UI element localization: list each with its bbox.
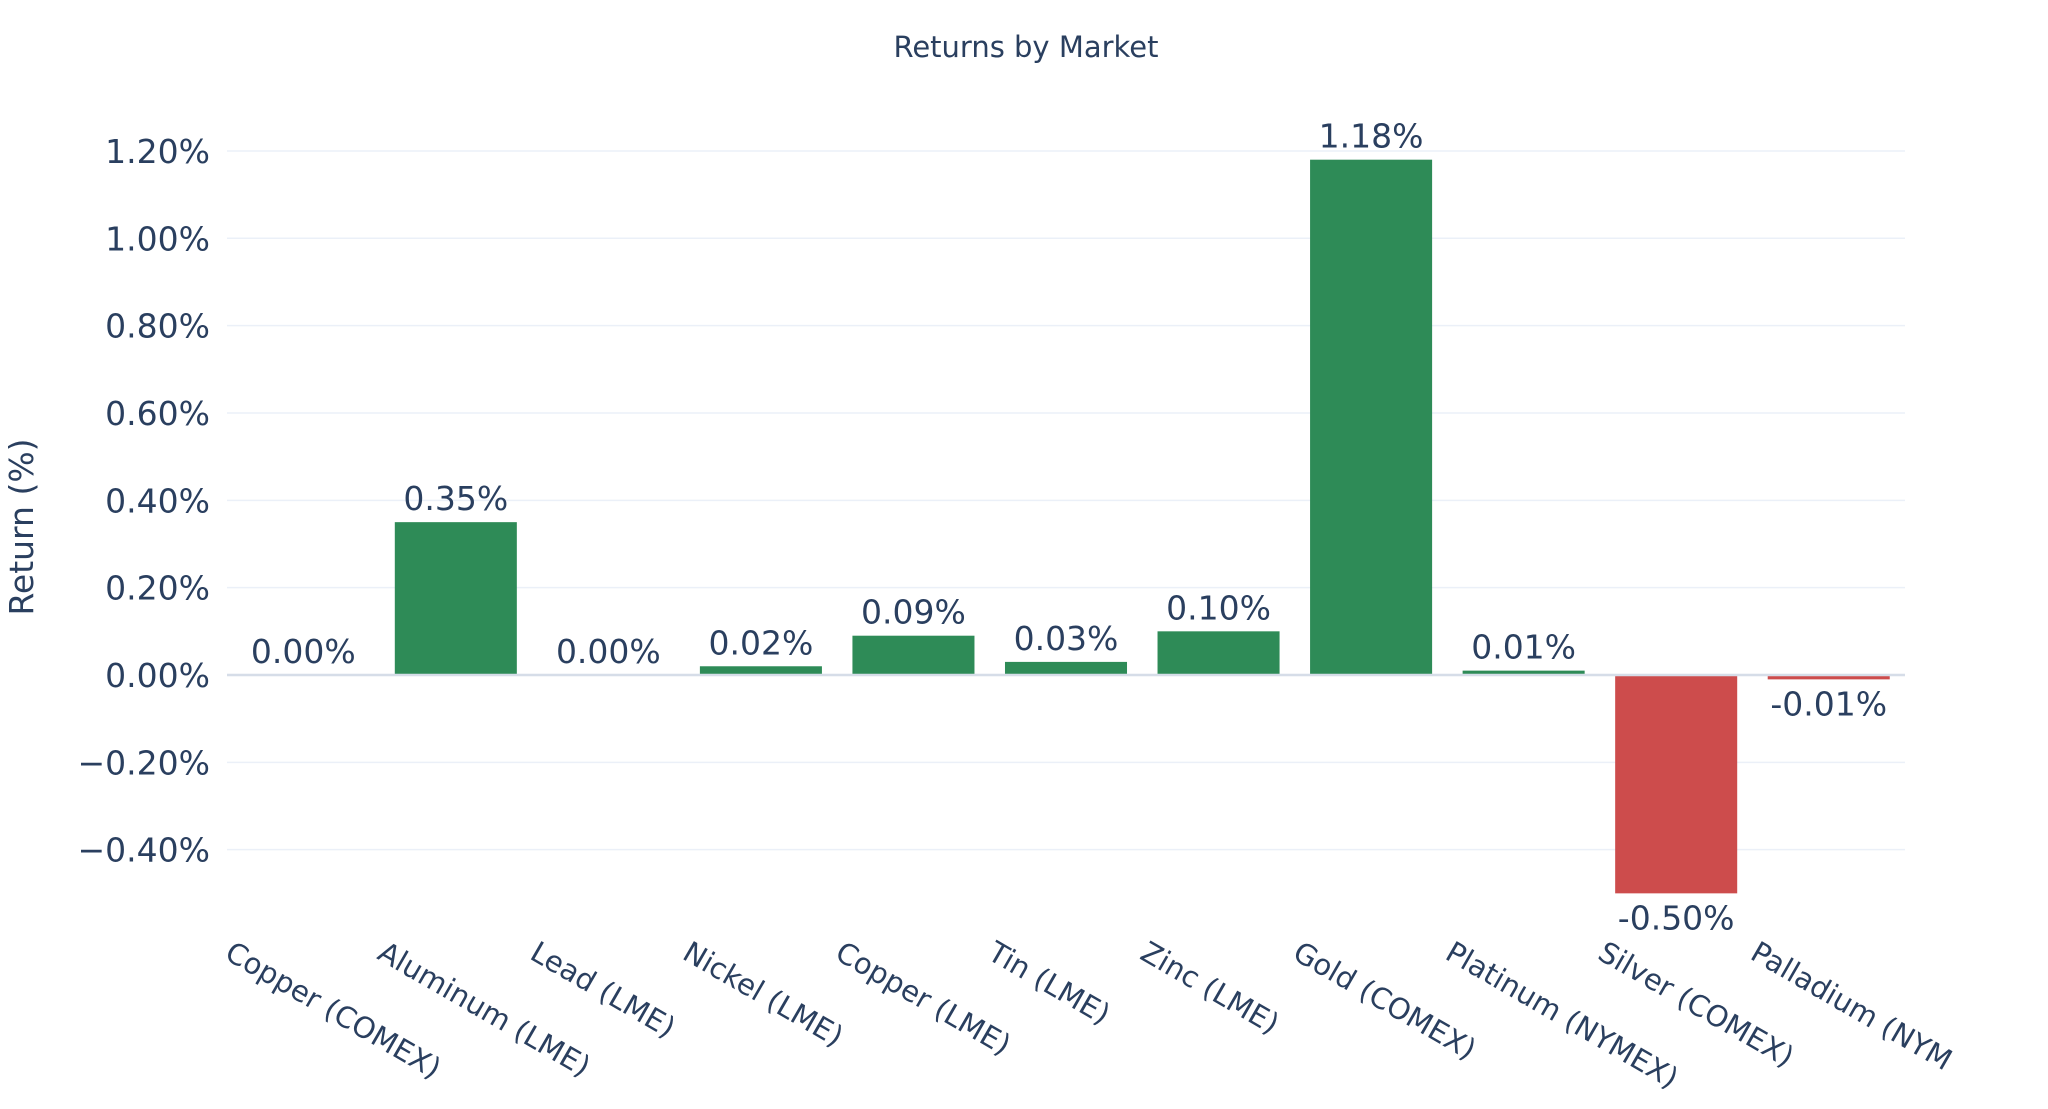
bar (1004, 661, 1128, 675)
bar (1462, 670, 1585, 675)
y-axis-ticks: −0.40% −0.20% 0.00% 0.20% 0.40% 0.60% 0.80% 1.0… (78, 132, 210, 870)
bar-data-label: 0.09% (861, 593, 966, 632)
bar-data-label: 0.35% (403, 479, 508, 518)
x-tick-label: Nickel (LME) (677, 935, 849, 1054)
bar-data-label: 0.02% (708, 623, 813, 662)
chart-title: Returns by Market (893, 30, 1158, 64)
bar (1157, 631, 1280, 675)
x-axis-ticks: Copper (COMEX)Aluminum (LME)Lead (LME)Ni… (220, 934, 1958, 1095)
x-tick-label: Zinc (LME) (1135, 935, 1285, 1041)
bar-data-label: 0.00% (556, 632, 661, 671)
y-tick-label: 1.20% (105, 132, 210, 171)
y-axis-label: Return (%) (2, 438, 41, 615)
x-tick-label: Tin (LME) (982, 934, 1116, 1031)
y-tick-label: 0.20% (105, 569, 210, 608)
bar (394, 522, 517, 675)
bar-data-label: 0.01% (1471, 628, 1576, 667)
bar-data-label: 0.10% (1166, 588, 1271, 627)
y-tick-label: 0.80% (105, 307, 210, 346)
bar-data-labels: 0.00% 0.35% 0.00% 0.02% 0.09% 0.03% 0.10% 1.18%… (251, 117, 1887, 938)
y-tick-label: −0.40% (78, 831, 210, 870)
bars (394, 159, 1890, 894)
y-tick-label: 0.40% (105, 481, 210, 520)
y-tick-label: −0.20% (78, 743, 210, 782)
bar (699, 666, 822, 675)
bar-data-label: -0.50% (1618, 898, 1735, 937)
y-tick-label: 1.00% (105, 219, 210, 258)
bar (1615, 675, 1738, 894)
bar (852, 635, 975, 675)
bar (1310, 159, 1433, 676)
bar (1767, 675, 1890, 680)
bar-data-label: 0.03% (1014, 619, 1119, 658)
bar-data-label: 0.00% (251, 632, 356, 671)
bar-data-label: 1.18% (1319, 117, 1424, 156)
bar-data-label: -0.01% (1770, 684, 1887, 723)
y-tick-label: 0.60% (105, 394, 210, 433)
y-tick-label: 0.00% (105, 656, 210, 695)
